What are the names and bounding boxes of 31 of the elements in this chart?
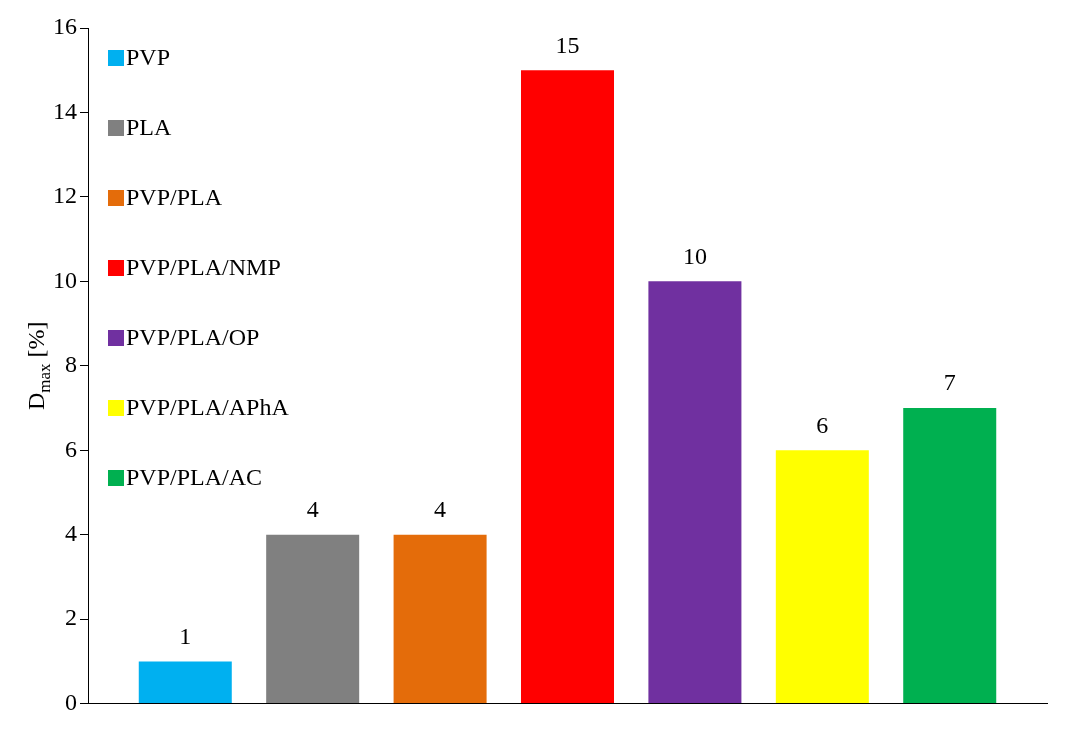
y-tick-label: 12: [53, 182, 77, 209]
data-label: 4: [434, 496, 447, 522]
legend-label: PVP: [126, 44, 171, 71]
legend-label: PLA: [126, 114, 173, 141]
y-tick-label: 4: [65, 520, 77, 546]
y-tick-label: 2: [65, 604, 77, 631]
legend-label: PVP/PLA/AC: [126, 464, 263, 491]
bar: [266, 534, 360, 704]
y-tick-label: 14: [53, 97, 77, 124]
data-label: 10: [682, 242, 707, 269]
bar: [138, 661, 232, 704]
data-label: 6: [816, 411, 829, 438]
bar: [775, 450, 869, 704]
data-label: 4: [306, 496, 319, 522]
bar: [393, 534, 487, 704]
legend-label: PVP/PLA: [126, 184, 223, 211]
bar: [903, 408, 997, 704]
y-tick-label: 0: [65, 688, 77, 715]
legend-label: PVP/PLA/OP: [126, 324, 260, 351]
y-tick-label: 6: [65, 435, 77, 462]
data-label: 1: [179, 622, 192, 649]
data-label: 7: [943, 369, 956, 396]
legend-label: PVP/PLA/APhA: [126, 394, 290, 421]
bar: [521, 70, 615, 704]
y-tick-label: 16: [53, 13, 77, 40]
y-tick-label: 10: [53, 266, 77, 293]
legend-label: PVP/PLA/NMP: [126, 254, 281, 281]
data-label: 15: [555, 31, 580, 58]
bar: [648, 281, 742, 704]
y-axis-title: Dmax [%]: [23, 321, 54, 411]
y-tick-label: 8: [65, 351, 77, 378]
